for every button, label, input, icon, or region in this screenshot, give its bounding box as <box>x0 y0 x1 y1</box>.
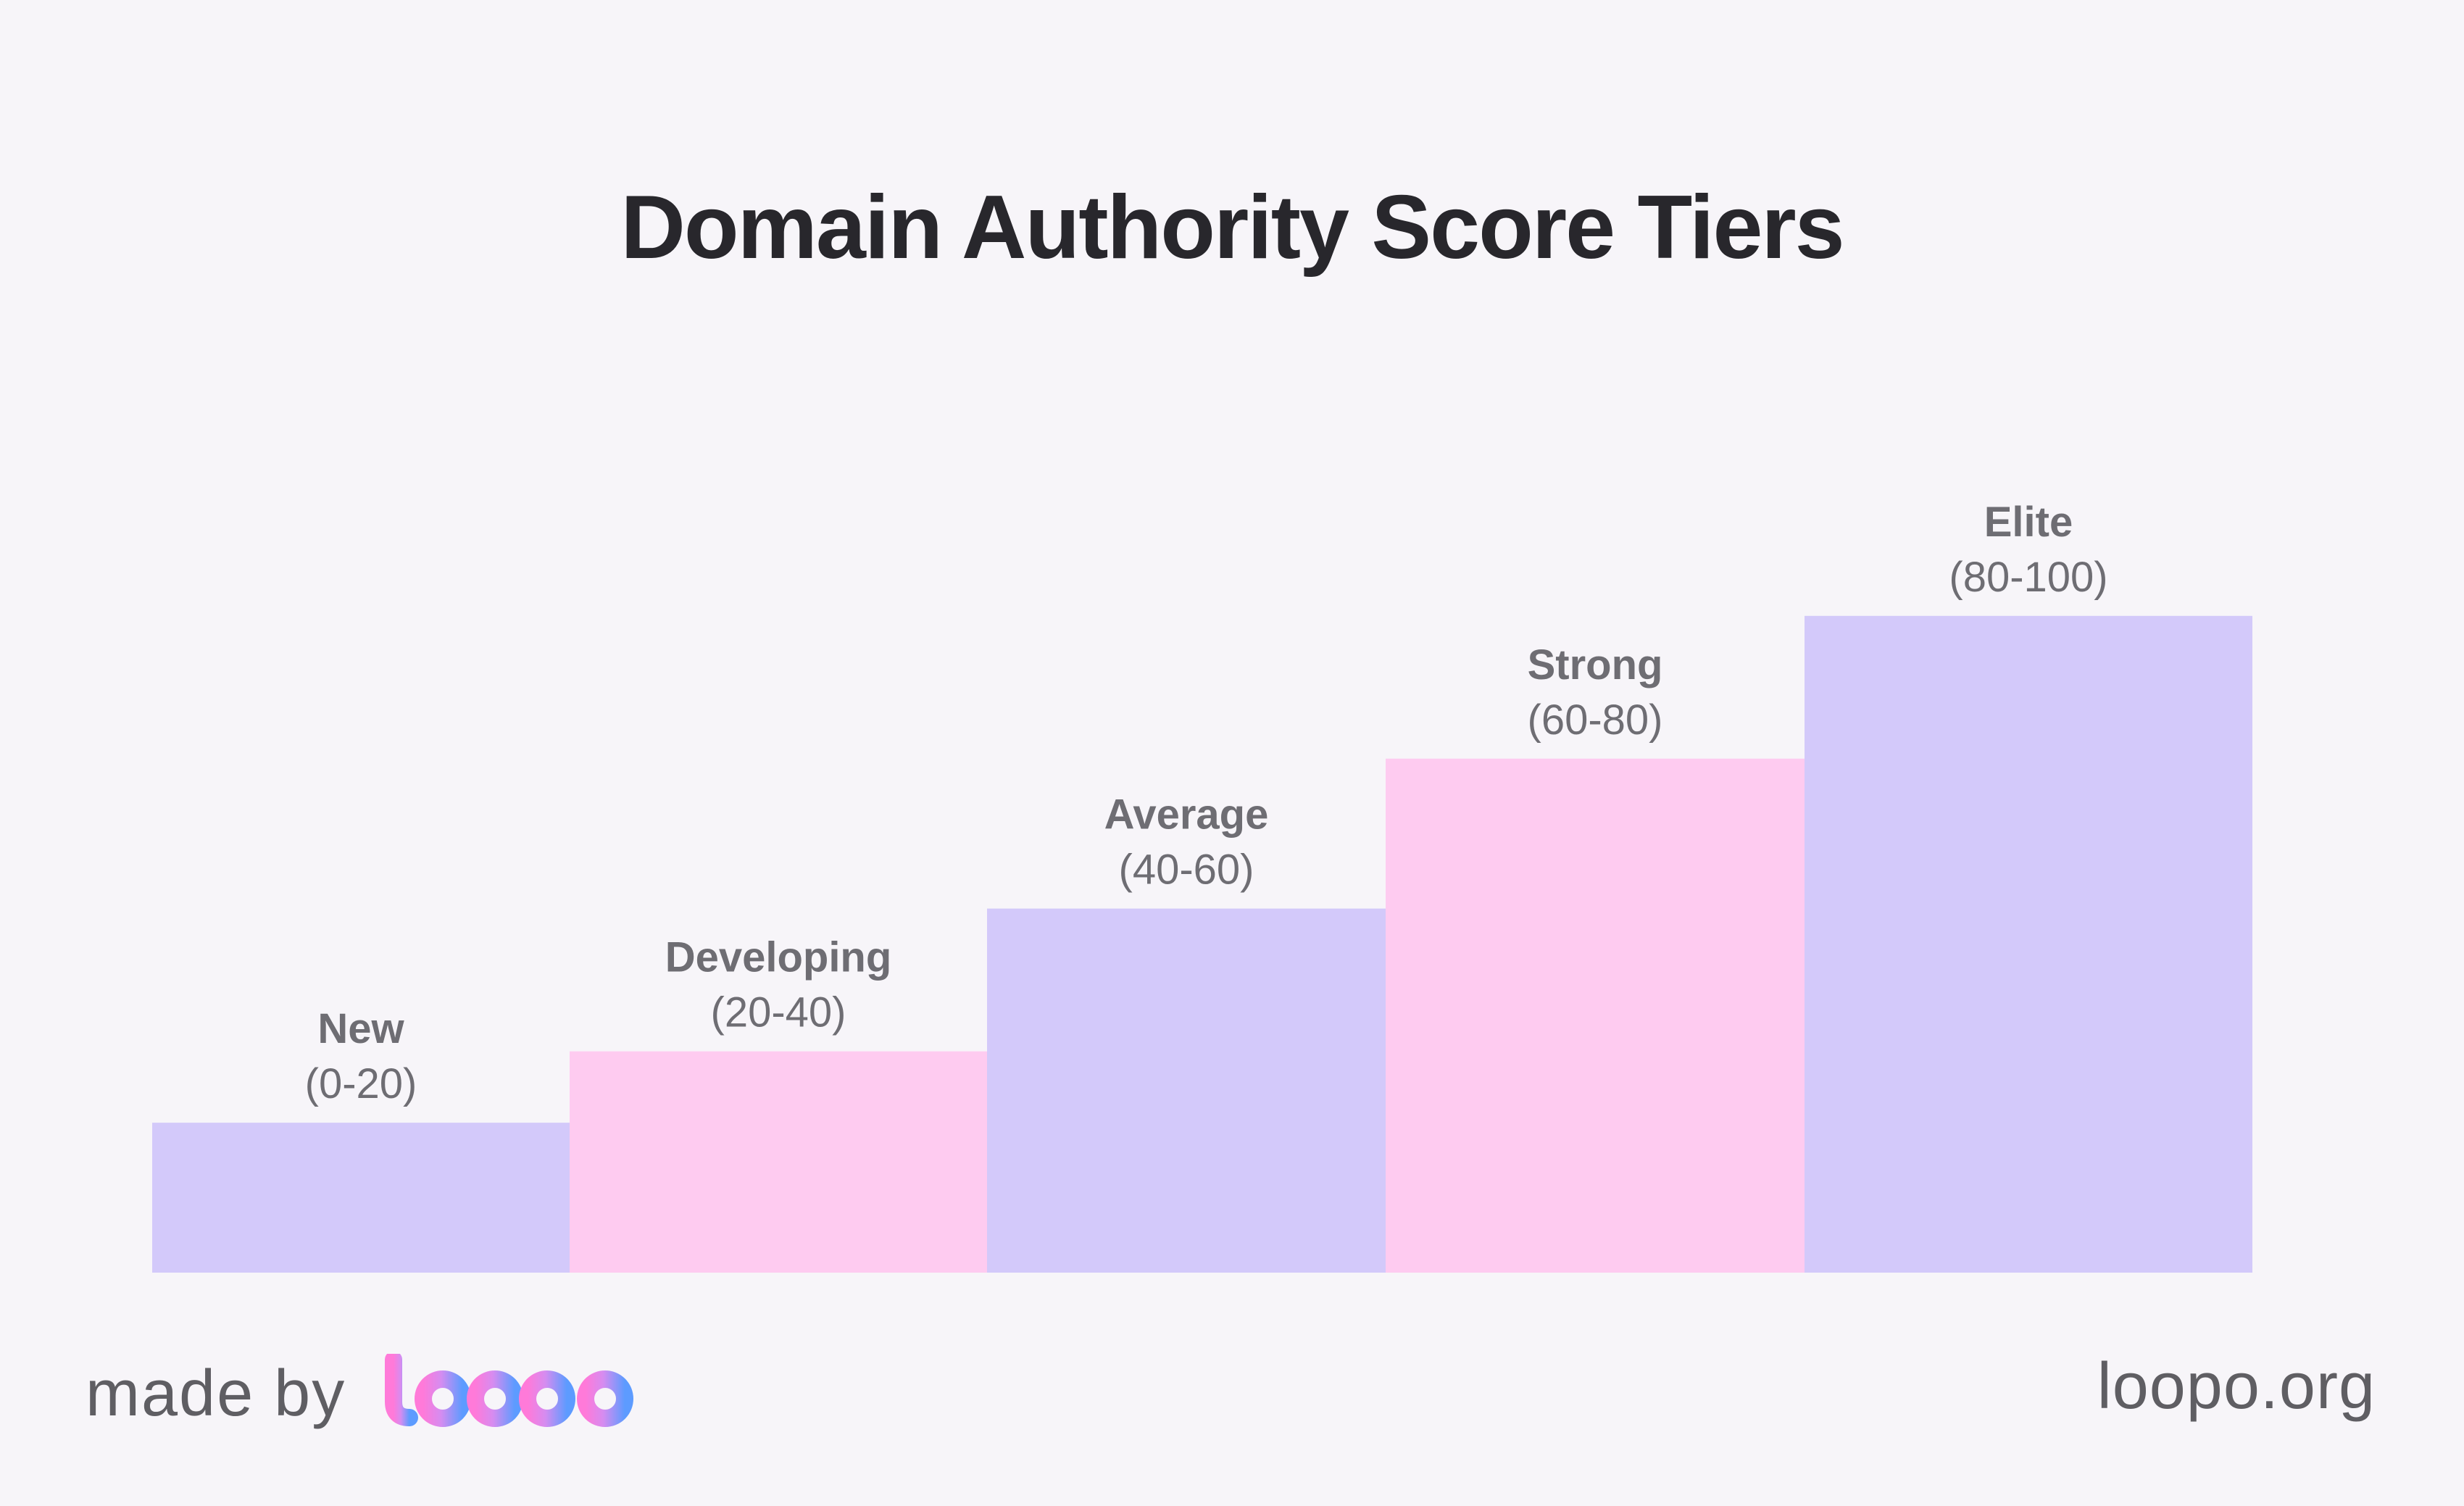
bar-label-new: New <box>317 1005 404 1052</box>
bar-label-developing: Developing <box>665 934 892 981</box>
bar-new <box>152 1123 570 1273</box>
bar-range-average: (40-60) <box>1119 846 1254 894</box>
bar-elite <box>1805 615 2252 1273</box>
loopo-logo[interactable] <box>380 1354 649 1434</box>
made-by-credit: made by <box>86 1354 649 1434</box>
site-url[interactable]: loopo.org <box>2097 1350 2376 1423</box>
bar-label-strong: Strong <box>1528 641 1663 688</box>
bar-label-average: Average <box>1104 791 1269 839</box>
bar-range-developing: (20-40) <box>711 989 846 1036</box>
bar-range-new: (0-20) <box>305 1060 417 1107</box>
bar-strong <box>1386 758 1805 1273</box>
made-by-text: made by <box>86 1357 346 1430</box>
bar-average <box>987 908 1386 1273</box>
bar-range-elite: (80-100) <box>1949 554 2107 601</box>
chart-title: Domain Authority Score Tiers <box>620 178 1844 278</box>
bar-label-elite: Elite <box>1984 499 2073 546</box>
bar-range-strong: (60-80) <box>1528 696 1663 744</box>
bar-developing <box>570 1051 987 1273</box>
